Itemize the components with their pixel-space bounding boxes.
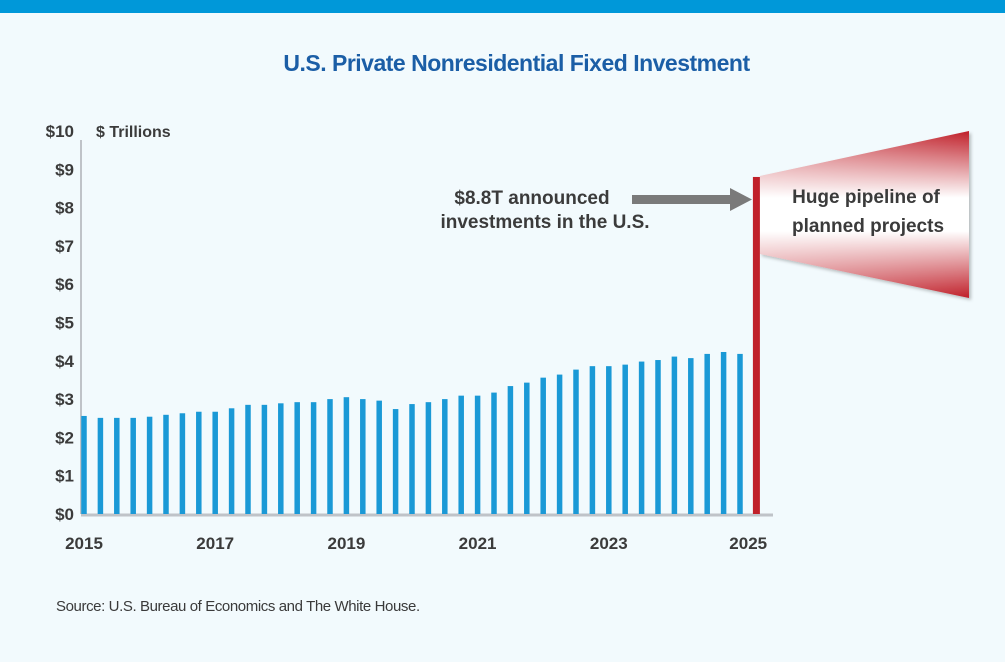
y-tick-label: $1 bbox=[55, 467, 74, 486]
bar bbox=[343, 397, 350, 514]
y-tick-label: $7 bbox=[55, 237, 74, 256]
y-axis-ticks: $0 $1 $2 $3 $4 $5 $6 $7 $8 $9 $10 bbox=[46, 122, 75, 524]
bar bbox=[474, 395, 481, 514]
y-tick-label: $6 bbox=[55, 275, 74, 294]
x-tick-label: 2015 bbox=[65, 534, 103, 553]
x-tick-label: 2025 bbox=[729, 534, 767, 553]
bar bbox=[704, 353, 710, 514]
bar bbox=[97, 417, 104, 514]
bar bbox=[540, 377, 546, 514]
bar bbox=[589, 366, 596, 514]
bar bbox=[606, 366, 612, 514]
bar bbox=[671, 356, 678, 514]
bar bbox=[278, 403, 284, 514]
y-tick-label: $8 bbox=[55, 199, 74, 218]
bar bbox=[491, 392, 497, 514]
x-tick-label: 2023 bbox=[590, 534, 628, 553]
bar bbox=[196, 411, 202, 514]
bar bbox=[688, 358, 694, 514]
bar bbox=[524, 382, 530, 514]
announced-annotation-line1: $8.8T announced bbox=[454, 188, 609, 209]
bar bbox=[392, 409, 399, 514]
bar bbox=[442, 399, 448, 514]
bar bbox=[163, 414, 169, 514]
bar bbox=[81, 415, 87, 514]
y-tick-label: $0 bbox=[55, 505, 74, 524]
source-note: Source: U.S. Bureau of Economics and The… bbox=[56, 598, 420, 615]
y-tick-label: $2 bbox=[55, 428, 74, 447]
bar bbox=[261, 404, 268, 514]
bar bbox=[655, 360, 661, 514]
y-tick-label: $9 bbox=[55, 160, 74, 179]
bar bbox=[638, 361, 645, 514]
y-tick-label: $10 bbox=[46, 122, 74, 141]
bar bbox=[245, 404, 251, 514]
pipeline-annotation-line1: Huge pipeline of bbox=[792, 187, 940, 208]
bar bbox=[556, 374, 563, 514]
bar bbox=[409, 404, 415, 514]
y-tick-label: $5 bbox=[55, 314, 74, 333]
bar bbox=[720, 351, 727, 514]
bar bbox=[179, 413, 186, 514]
x-axis-ticks: 2015 2017 2019 2021 2023 2025 bbox=[65, 534, 767, 553]
arrow-icon bbox=[632, 188, 752, 211]
bar bbox=[146, 416, 153, 514]
bar bbox=[737, 353, 743, 514]
bar bbox=[114, 417, 120, 514]
bar bbox=[327, 399, 333, 514]
chart-title: U.S. Private Nonresidential Fixed Invest… bbox=[283, 50, 750, 76]
bar bbox=[458, 395, 464, 514]
bar bbox=[573, 369, 579, 514]
announced-investment-bar bbox=[752, 176, 760, 514]
bar bbox=[228, 408, 235, 514]
y-axis-unit-label: $ Trillions bbox=[96, 124, 171, 141]
x-tick-label: 2021 bbox=[459, 534, 497, 553]
y-tick-label: $3 bbox=[55, 390, 74, 409]
pipeline-flag bbox=[760, 131, 969, 298]
bar bbox=[360, 399, 366, 514]
bar-series bbox=[81, 351, 743, 514]
bar bbox=[294, 402, 300, 514]
bar bbox=[425, 402, 432, 514]
top-accent-bar bbox=[0, 0, 1005, 13]
bar bbox=[507, 386, 514, 514]
x-tick-label: 2019 bbox=[327, 534, 365, 553]
bar bbox=[310, 402, 317, 514]
bar bbox=[376, 400, 382, 514]
announced-annotation-line2: investments in the U.S. bbox=[440, 212, 649, 233]
pipeline-annotation-line2: planned projects bbox=[792, 216, 944, 237]
bar bbox=[212, 411, 218, 514]
y-tick-label: $4 bbox=[55, 352, 74, 371]
x-tick-label: 2017 bbox=[196, 534, 234, 553]
bar bbox=[130, 417, 136, 514]
bar bbox=[622, 364, 628, 514]
